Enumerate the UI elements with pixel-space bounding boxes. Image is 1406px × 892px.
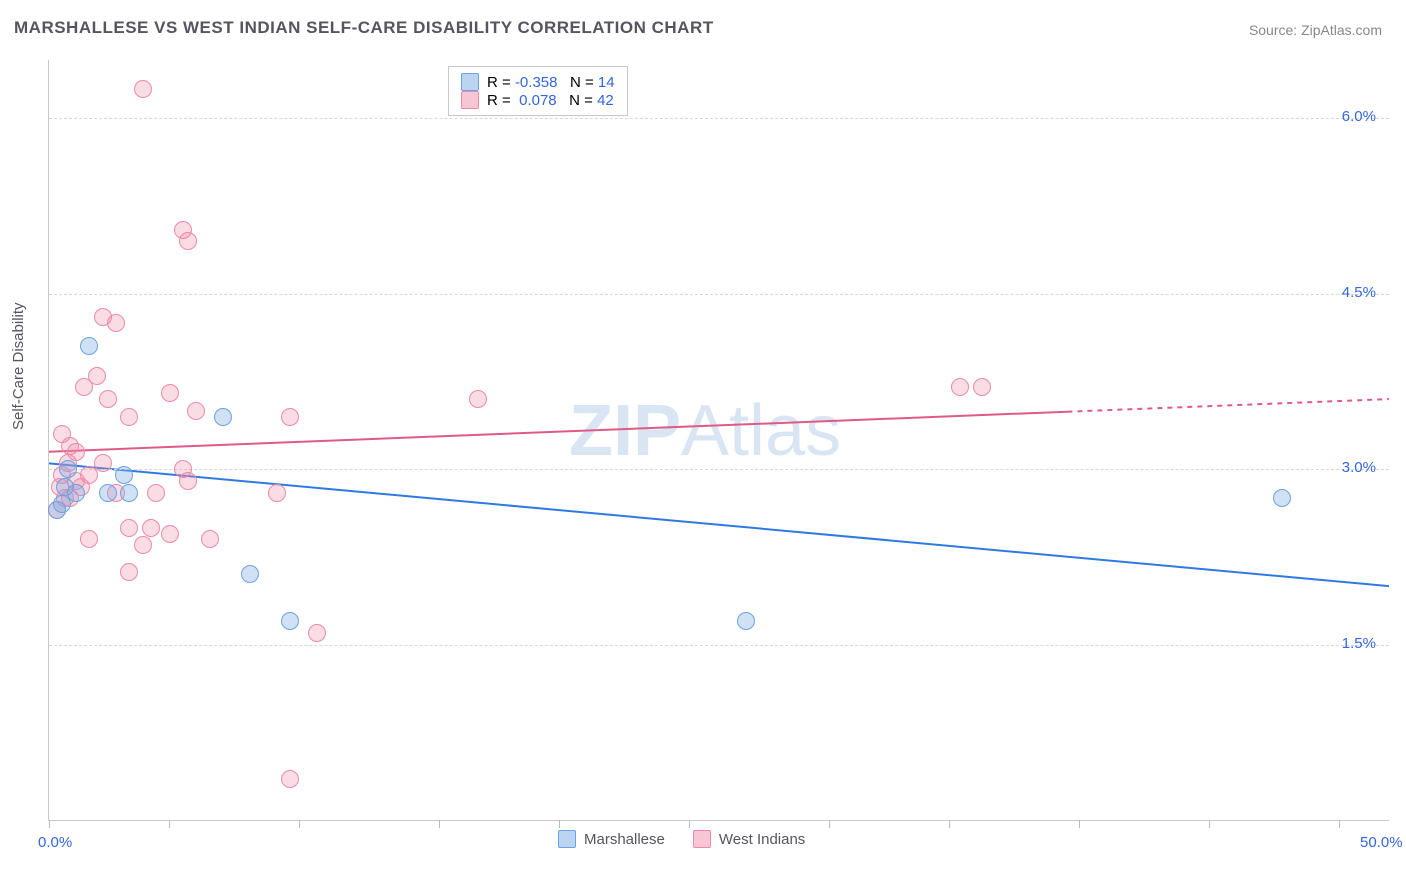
x-tick-label: 0.0% xyxy=(38,834,72,851)
trendline-extrapolated xyxy=(1067,399,1389,412)
swatch-pink xyxy=(693,830,711,848)
point-west-indian xyxy=(94,454,112,472)
x-tick xyxy=(1339,820,1340,828)
point-west-indian xyxy=(80,530,98,548)
legend-label: Marshallese xyxy=(584,831,665,848)
point-west-indian xyxy=(161,525,179,543)
point-west-indian xyxy=(99,390,117,408)
watermark-bold: ZIP xyxy=(569,391,681,471)
point-west-indian xyxy=(179,232,197,250)
point-marshallese xyxy=(67,484,85,502)
point-west-indian xyxy=(161,384,179,402)
x-tick xyxy=(949,820,950,828)
x-tick xyxy=(49,820,50,828)
point-west-indian xyxy=(469,390,487,408)
watermark: ZIPAtlas xyxy=(569,390,841,472)
point-west-indian xyxy=(134,80,152,98)
corr-text: R = 0.078 N = 42 xyxy=(487,92,614,109)
point-west-indian xyxy=(142,519,160,537)
point-west-indian xyxy=(187,402,205,420)
y-tick-label: 3.0% xyxy=(1342,459,1376,476)
watermark-light: Atlas xyxy=(681,391,841,471)
x-tick xyxy=(1209,820,1210,828)
point-marshallese xyxy=(59,460,77,478)
y-tick-label: 4.5% xyxy=(1342,284,1376,301)
point-west-indian xyxy=(951,378,969,396)
x-tick xyxy=(439,820,440,828)
corr-row: R = -0.358 N = 14 xyxy=(461,73,615,91)
x-tick-label: 50.0% xyxy=(1360,834,1403,851)
point-west-indian xyxy=(281,770,299,788)
point-west-indian xyxy=(308,624,326,642)
point-marshallese xyxy=(120,484,138,502)
swatch-blue xyxy=(461,73,479,91)
point-west-indian xyxy=(281,408,299,426)
plot-area: ZIPAtlas xyxy=(48,60,1389,821)
point-west-indian xyxy=(120,408,138,426)
x-tick xyxy=(299,820,300,828)
point-west-indian xyxy=(134,536,152,554)
point-west-indian xyxy=(147,484,165,502)
y-axis-label: Self-Care Disability xyxy=(10,302,27,430)
point-marshallese xyxy=(281,612,299,630)
point-marshallese xyxy=(241,565,259,583)
trendlines-svg xyxy=(49,60,1389,820)
gridline xyxy=(49,118,1389,119)
point-west-indian xyxy=(67,443,85,461)
gridline xyxy=(49,469,1389,470)
point-west-indian xyxy=(120,519,138,537)
point-marshallese xyxy=(214,408,232,426)
point-marshallese xyxy=(115,466,133,484)
y-tick-label: 6.0% xyxy=(1342,108,1376,125)
x-tick xyxy=(559,820,560,828)
point-west-indian xyxy=(88,367,106,385)
point-marshallese xyxy=(99,484,117,502)
gridline xyxy=(49,645,1389,646)
corr-text: R = -0.358 N = 14 xyxy=(487,74,615,91)
gridline xyxy=(49,294,1389,295)
point-west-indian xyxy=(201,530,219,548)
series-legend: Marshallese West Indians xyxy=(558,830,805,848)
point-marshallese xyxy=(737,612,755,630)
point-marshallese xyxy=(1273,489,1291,507)
corr-row: R = 0.078 N = 42 xyxy=(461,91,615,109)
legend-label: West Indians xyxy=(719,831,805,848)
point-west-indian xyxy=(120,563,138,581)
chart-title: MARSHALLESE VS WEST INDIAN SELF-CARE DIS… xyxy=(14,18,714,38)
x-tick xyxy=(169,820,170,828)
source-label: Source: ZipAtlas.com xyxy=(1249,22,1382,38)
x-tick xyxy=(689,820,690,828)
y-tick-label: 1.5% xyxy=(1342,635,1376,652)
point-west-indian xyxy=(107,314,125,332)
correlation-legend: R = -0.358 N = 14R = 0.078 N = 42 xyxy=(448,66,628,116)
swatch-blue xyxy=(558,830,576,848)
point-west-indian xyxy=(268,484,286,502)
swatch-pink xyxy=(461,91,479,109)
point-marshallese xyxy=(80,337,98,355)
legend-item: West Indians xyxy=(693,830,805,848)
legend-item: Marshallese xyxy=(558,830,665,848)
point-west-indian xyxy=(179,472,197,490)
x-tick xyxy=(1079,820,1080,828)
x-tick xyxy=(829,820,830,828)
point-west-indian xyxy=(973,378,991,396)
